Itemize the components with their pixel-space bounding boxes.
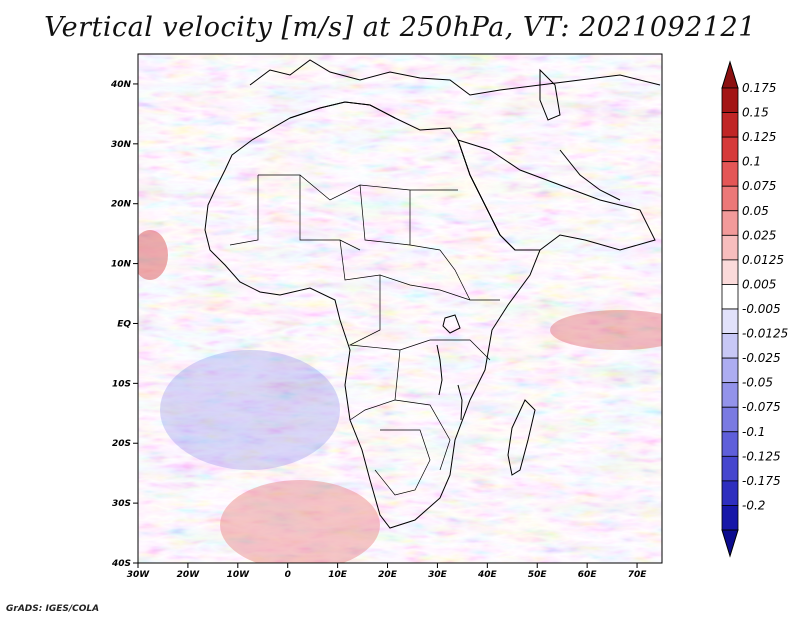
lake-victoria bbox=[442, 314, 461, 334]
colorbar-label: 0.025 bbox=[742, 228, 776, 242]
lat-tick-label: 10S bbox=[112, 379, 131, 389]
lon-tick-label: 40E bbox=[477, 570, 498, 580]
country-borders bbox=[229, 174, 500, 496]
lake-malawi bbox=[457, 384, 463, 421]
colorbar-bottom-arrow bbox=[721, 529, 739, 558]
lat-tick-label: EQ bbox=[117, 319, 131, 329]
colorbar-label: 0.005 bbox=[742, 277, 776, 291]
lon-tick-label: 10W bbox=[227, 570, 251, 580]
colorbar-swatch bbox=[721, 161, 739, 187]
lon-tick-label: 50E bbox=[528, 570, 548, 580]
colorbar-swatch bbox=[721, 406, 739, 433]
europe-coast bbox=[249, 59, 661, 96]
colorbar-label: 0.075 bbox=[742, 179, 776, 193]
colorbar-swatch bbox=[721, 87, 739, 113]
indian-ocean-band bbox=[550, 310, 662, 350]
colorbar-swatch bbox=[721, 382, 739, 408]
lat-tick-label: 20N bbox=[111, 200, 132, 210]
lon-tick-label: 20W bbox=[177, 570, 201, 580]
lon-tick-label: 60E bbox=[578, 570, 598, 580]
colorbar: 0.175 0.15 0.125 0.1 0.075 0.05 0.025 0.0125 0.0… bbox=[721, 60, 788, 558]
colorbar-label: 0.15 bbox=[742, 106, 769, 120]
colorbar-label: -0.125 bbox=[742, 449, 781, 463]
lat-tick-label: 40N bbox=[110, 80, 132, 90]
lon-tick-label: 20E bbox=[378, 570, 398, 580]
colorbar-swatch bbox=[721, 259, 739, 285]
lat-tick-label: 30S bbox=[112, 499, 131, 509]
colorbar-label: -0.2 bbox=[742, 498, 765, 512]
colorbar-swatch bbox=[721, 480, 739, 506]
lon-tick-label: 70E bbox=[628, 570, 648, 580]
colorbar-swatch bbox=[721, 210, 739, 236]
colorbar-label: 0.125 bbox=[742, 130, 776, 144]
mediterranean-south bbox=[289, 101, 396, 119]
subtropical-ascent-patch bbox=[220, 480, 380, 563]
lon-tick-label: 10E bbox=[328, 570, 348, 580]
lake-tanganyika bbox=[436, 344, 443, 396]
lat-tick-label: 10N bbox=[111, 260, 132, 270]
colorbar-swatch bbox=[721, 185, 739, 212]
map-title: Vertical velocity [m/s] at 250hPa, VT: 2… bbox=[44, 12, 756, 43]
axis-ticks: 30W 20W 10W 0 10E 20E 30E 40E 50E 60E 70E 40N 30N 20N… bbox=[110, 80, 647, 580]
lon-tick-label: 30E bbox=[428, 570, 448, 580]
colorbar-label: 0.05 bbox=[742, 204, 769, 218]
madagascar bbox=[507, 399, 536, 476]
colorbar-label: 0.0125 bbox=[742, 253, 784, 267]
velocity-field bbox=[138, 54, 662, 563]
colorbar-swatch bbox=[721, 505, 739, 531]
colorbar-label: 0.1 bbox=[742, 155, 761, 169]
south-atlantic-subsidence bbox=[160, 350, 340, 470]
colorbar-label: -0.005 bbox=[742, 302, 781, 316]
colorbar-swatch bbox=[721, 333, 739, 359]
colorbar-label: -0.075 bbox=[742, 400, 781, 414]
grads-credit: GrADS: IGES/COLA bbox=[6, 604, 100, 614]
persian-gulf bbox=[559, 149, 621, 201]
red-sea bbox=[457, 139, 501, 236]
border-lines bbox=[229, 174, 500, 496]
lat-tick-label: 30N bbox=[111, 140, 132, 150]
lon-tick-label: 0 bbox=[285, 570, 291, 580]
colorbar-swatch bbox=[721, 455, 739, 482]
plot-frame bbox=[137, 53, 663, 564]
lat-tick-label: 20S bbox=[112, 439, 131, 449]
colorbar-swatch bbox=[721, 357, 739, 384]
colorbar-swatch bbox=[721, 308, 739, 334]
colorbar-swatch bbox=[721, 112, 739, 138]
africa-coastline bbox=[204, 101, 541, 529]
colorbar-swatch bbox=[721, 431, 739, 457]
lat-tick-label: 40S bbox=[111, 559, 131, 569]
atlantic-convection bbox=[138, 230, 168, 280]
colorbar-label: 0.175 bbox=[742, 81, 776, 95]
colorbar-label: -0.1 bbox=[742, 425, 765, 439]
colorbar-label: -0.0125 bbox=[742, 327, 788, 341]
colorbar-label: -0.175 bbox=[742, 474, 781, 488]
coastlines bbox=[204, 59, 661, 529]
colorbar-label: -0.025 bbox=[742, 351, 781, 365]
colorbar-swatch bbox=[721, 136, 739, 163]
colorbar-top-arrow bbox=[721, 60, 739, 89]
lon-tick-label: 30W bbox=[127, 570, 151, 580]
caspian bbox=[539, 68, 561, 121]
colorbar-swatch bbox=[721, 234, 739, 261]
colorbar-label: -0.05 bbox=[742, 376, 773, 390]
colorbar-swatch bbox=[721, 284, 739, 310]
